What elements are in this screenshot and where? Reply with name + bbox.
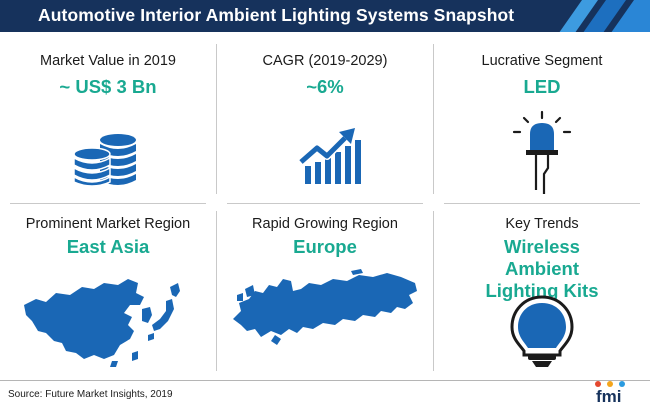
market-value-label: Market Value in 2019 <box>40 53 176 69</box>
header-band <box>0 0 650 32</box>
grid-divider <box>433 211 434 371</box>
east-asia-map-icon <box>24 279 180 367</box>
key-trends-value: Wireless Ambient Lighting Kits <box>485 236 599 301</box>
grid-divider <box>216 44 217 194</box>
fmi-logo-icon: fmi <box>595 381 625 406</box>
lucrative-segment-value: LED <box>523 76 561 97</box>
lucrative-segment-label: Lucrative Segment <box>481 53 603 69</box>
light-bulb-icon <box>510 295 574 367</box>
source-note: Source: Future Market Insights, 2019 <box>8 389 173 400</box>
prominent-region-label: Prominent Market Region <box>25 216 191 232</box>
grid-divider <box>433 44 434 194</box>
page-title: Automotive Interior Ambient Lighting Sys… <box>38 5 515 25</box>
cagr-cell: CAGR (2019-2029) ~6% <box>217 40 433 210</box>
coin-stack-icon <box>73 134 136 187</box>
key-trends-label: Key Trends <box>505 216 579 232</box>
cagr-value: ~6% <box>306 76 344 97</box>
grid-divider <box>10 203 206 204</box>
lucrative-segment-cell: Lucrative Segment LED <box>434 40 650 210</box>
rapid-region-cell: Rapid Growing Region Europe <box>217 207 433 377</box>
grid-divider <box>227 203 423 204</box>
header-banner: Automotive Interior Ambient Lighting Sys… <box>0 0 650 32</box>
prominent-region-cell: Prominent Market Region East Asia <box>0 207 216 377</box>
rapid-region-label: Rapid Growing Region <box>252 216 398 232</box>
fmi-logo-text: fmi <box>596 387 622 406</box>
rapid-region-value: Europe <box>293 236 357 257</box>
europe-map-icon <box>233 269 417 345</box>
market-value-value: ~ US$ 3 Bn <box>59 76 157 97</box>
prominent-region-value: East Asia <box>66 236 150 257</box>
growth-chart-icon <box>299 128 361 184</box>
market-value-cell: Market Value in 2019 ~ US$ 3 Bn <box>0 40 216 210</box>
led-icon <box>512 110 572 194</box>
grid-divider <box>216 211 217 371</box>
key-trends-cell: Key Trends Wireless Ambient Lighting Kit… <box>434 207 650 377</box>
cagr-label: CAGR (2019-2029) <box>262 53 388 69</box>
footer-divider <box>0 380 650 381</box>
grid-divider <box>444 203 640 204</box>
